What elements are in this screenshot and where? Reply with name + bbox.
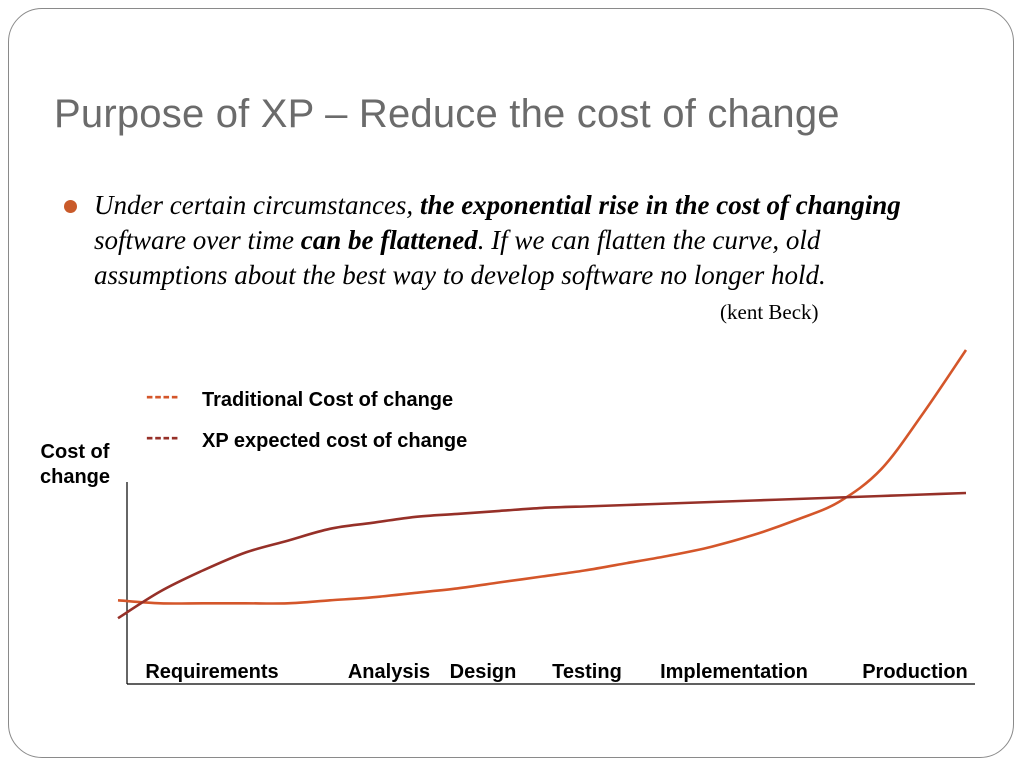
- legend-item-traditional: ---- Traditional Cost of change: [146, 383, 454, 412]
- x-tick-production: Production: [862, 661, 968, 683]
- x-tick-design: Design: [450, 661, 517, 683]
- legend-item-xp: ---- XP expected cost of change: [146, 424, 468, 453]
- legend-marker-traditional: ----: [146, 383, 180, 408]
- quote-part-2: software over time: [94, 225, 301, 255]
- y-axis-label: Cost of change: [39, 441, 111, 488]
- legend-label-traditional: Traditional Cost of change: [202, 388, 454, 411]
- legend-label-xp: XP expected cost of change: [202, 429, 468, 452]
- x-tick-implementation: Implementation: [660, 661, 808, 683]
- slide-title: Purpose of XP – Reduce the cost of chang…: [54, 92, 840, 136]
- quote-bold-1: the exponential rise in the cost of chan…: [419, 190, 901, 220]
- legend-marker-xp: ----: [146, 424, 180, 449]
- bullet-icon: [64, 200, 77, 213]
- quote-part-3: . If we can flatten the curve, old assum…: [94, 225, 826, 290]
- quote-attribution: (kent Beck): [720, 300, 819, 324]
- quote-part-1: Under certain circumstances,: [94, 190, 420, 220]
- slide-frame: [8, 8, 1014, 758]
- x-tick-analysis: Analysis: [348, 661, 430, 683]
- series-line-traditional: [117, 349, 968, 605]
- x-tick-requirements: Requirements: [145, 661, 278, 683]
- series-line-xp: [117, 491, 967, 620]
- quote-paragraph: Under certain circumstances, the exponen…: [94, 188, 954, 330]
- quote-bold-2: can be flattened: [300, 225, 478, 255]
- x-tick-testing: Testing: [552, 661, 622, 683]
